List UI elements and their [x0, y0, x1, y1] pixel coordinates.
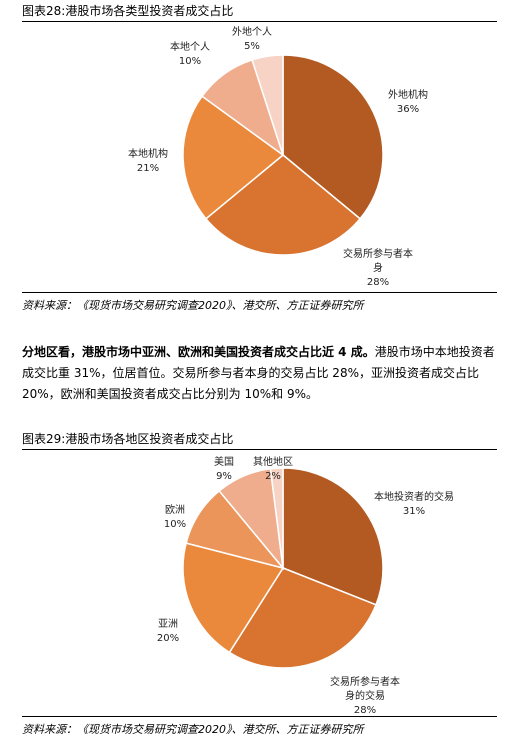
pie-slice — [269, 467, 284, 569]
slice-label: 本地投资者的交易 31% — [374, 491, 454, 519]
slice-name: 本地投资者的交易 — [374, 492, 454, 503]
slice-label: 交易所参与者本身 28% — [339, 248, 417, 290]
slice-name: 外地机构 — [388, 90, 428, 101]
paragraph-lead: 分地区看，港股市场中亚洲、欧洲和美国投资者成交占比近 4 成。 — [22, 345, 375, 359]
slice-label: 交易所参与者本身的交易 28% — [326, 676, 404, 718]
figure-caption: 图表29:港股市场各地区投资者成交占比 — [22, 430, 497, 450]
slice-label: 美国 9% — [204, 456, 244, 484]
slice-name: 交易所参与者本身 — [343, 249, 413, 274]
paragraph-text: 港股市场中本地投资者成交比重 31%，位居首位。交易所参与者本身的交易占比 28… — [22, 345, 495, 401]
pie-slice — [282, 467, 384, 606]
pie-slice — [182, 542, 285, 654]
slice-value: 31% — [402, 506, 426, 517]
slice-value: 9% — [216, 471, 232, 482]
figure-caption: 图表28:港股市场各类型投资者成交占比 — [22, 2, 497, 22]
slice-value: 20% — [156, 633, 180, 644]
slice-label: 本地个人 10% — [160, 41, 220, 69]
paragraph: 分地区看，港股市场中亚洲、欧洲和美国投资者成交占比近 4 成。港股市场中本地投资… — [22, 342, 500, 405]
slice-name: 外地个人 — [232, 27, 272, 38]
slice-value: 10% — [178, 56, 202, 67]
slice-label: 其他地区 2% — [243, 456, 303, 484]
slice-label: 外地个人 5% — [222, 26, 282, 54]
slice-value: 10% — [163, 519, 187, 530]
figure-source: 资料来源：《现货市场交易研究调查2020》、港交所、方正证券研究所 — [22, 292, 497, 313]
pie-slice — [182, 95, 285, 220]
slice-name: 亚洲 — [158, 619, 178, 630]
slice-name: 其他地区 — [253, 457, 293, 468]
slice-name: 交易所参与者本身的交易 — [330, 677, 400, 702]
slice-label: 本地机构 21% — [118, 148, 178, 176]
slice-name: 本地机构 — [128, 149, 168, 160]
pie-slice — [282, 54, 384, 220]
slice-name: 欧洲 — [165, 505, 185, 516]
pie-slice — [251, 54, 284, 156]
slice-label: 外地机构 36% — [373, 89, 443, 117]
slice-name: 美国 — [214, 457, 234, 468]
figure-source: 资料来源：《现货市场交易研究调查2020》、港交所、方正证券研究所 — [22, 716, 497, 737]
slice-value: 2% — [265, 471, 281, 482]
slice-label: 亚洲 20% — [143, 618, 193, 646]
slice-value: 28% — [353, 705, 377, 716]
slice-value: 36% — [396, 104, 420, 115]
pie-slice — [228, 567, 377, 669]
slice-label: 欧洲 10% — [150, 504, 200, 532]
slice-value: 21% — [136, 163, 160, 174]
pie-slice — [204, 154, 362, 256]
slice-name: 本地个人 — [170, 42, 210, 53]
slice-value: 28% — [366, 277, 390, 288]
slice-value: 5% — [244, 41, 260, 52]
